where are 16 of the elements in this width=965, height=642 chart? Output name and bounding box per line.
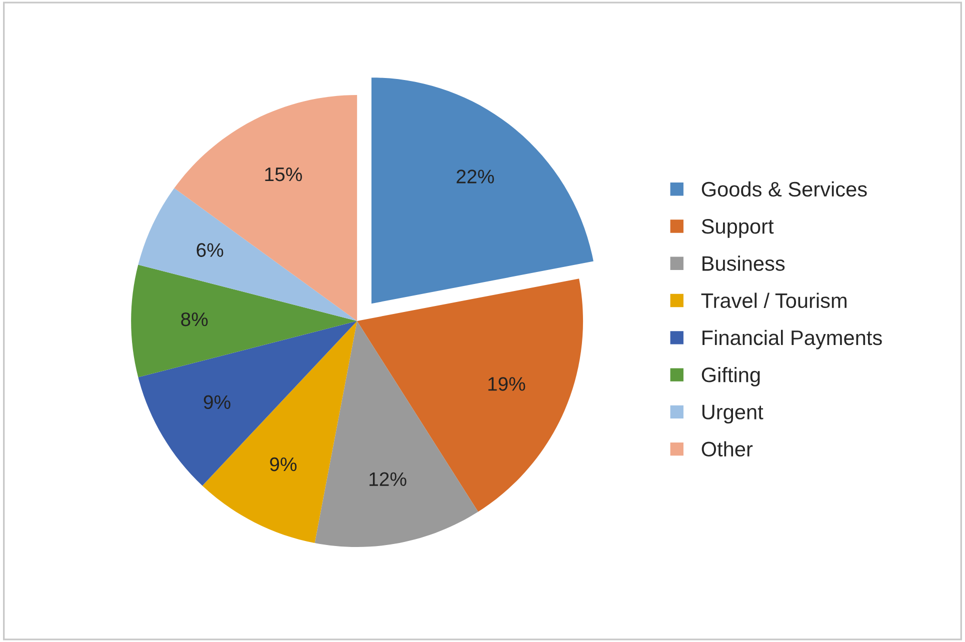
data-label: 15%	[265, 168, 302, 182]
legend-label: Travel / Tourism	[701, 292, 846, 308]
legend-label: Support	[702, 219, 774, 238]
data-label: 8%	[181, 312, 208, 326]
legend-label: Goods & Services	[702, 181, 867, 197]
data-label: 9%	[204, 395, 230, 410]
data-label: 9%	[270, 457, 297, 472]
legend-label: Other	[702, 441, 753, 457]
data-label: 22%	[456, 170, 494, 184]
legend-label: Gifting	[702, 366, 760, 386]
data-label: 19%	[488, 377, 526, 391]
legend-label: Financial Payments	[702, 330, 882, 350]
data-label: 12%	[370, 472, 406, 486]
legend-label: Urgent	[702, 404, 764, 424]
data-label: 6%	[196, 243, 224, 257]
legend-label: Business	[702, 256, 785, 271]
